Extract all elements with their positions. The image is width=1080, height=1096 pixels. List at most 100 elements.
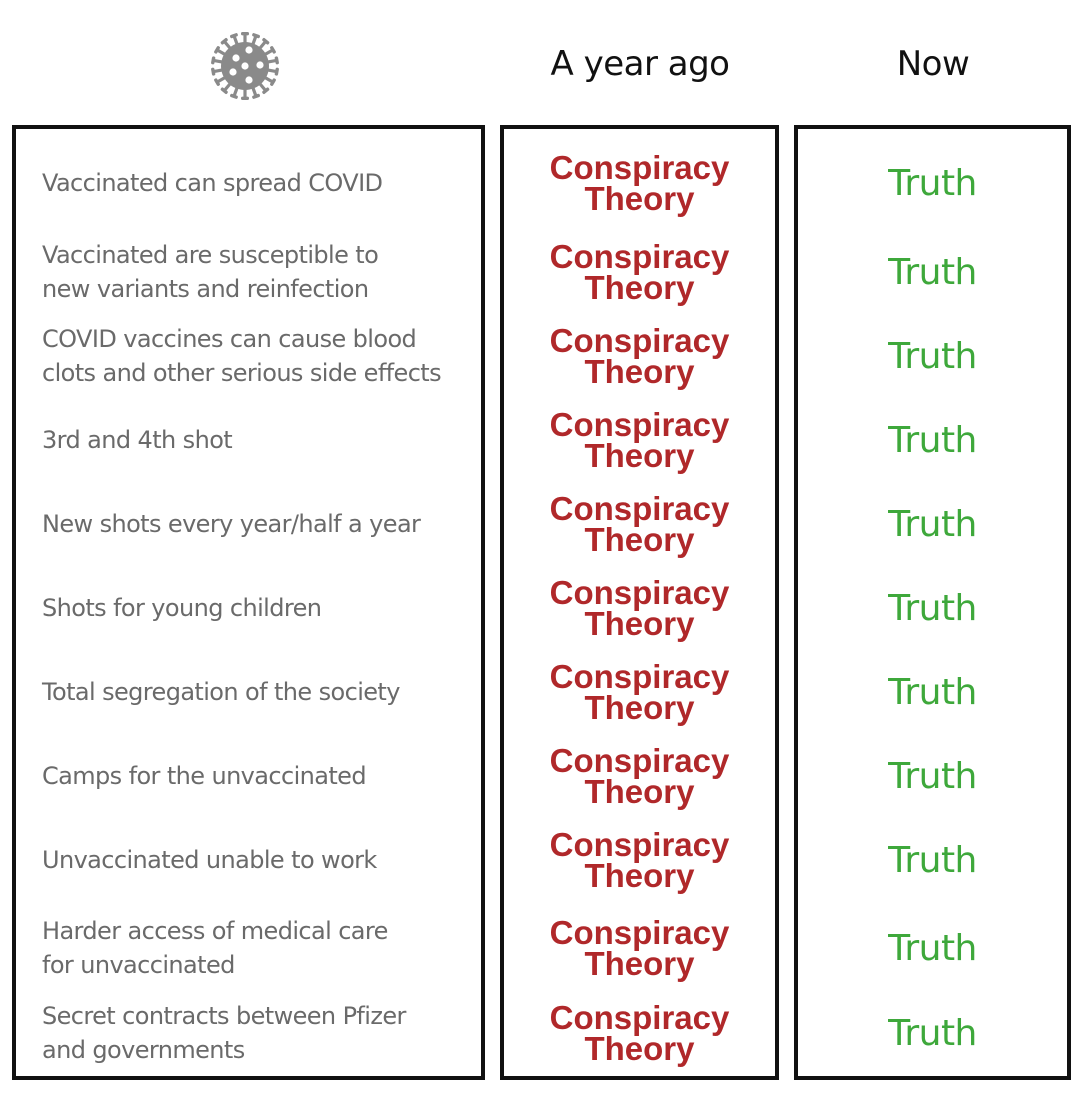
now-row: Truth xyxy=(798,568,1067,648)
claim-line: Secret contracts between Pfizer xyxy=(42,1002,406,1030)
claim-row: Vaccinated can spread COVID xyxy=(16,143,481,223)
claim-row: Harder access of medical care for unvacci… xyxy=(16,908,481,988)
now-label: Truth xyxy=(888,419,977,461)
a-year-ago-row: Conspiracy Theory xyxy=(504,316,775,396)
a-year-ago-label: Conspiracy Theory xyxy=(504,322,775,390)
a-year-ago-line: Theory xyxy=(584,353,695,390)
claim-line: COVID vaccines can cause blood xyxy=(42,325,417,353)
now-column: Truth Truth Truth Truth Truth Truth Truth Truth… xyxy=(794,125,1071,1080)
header: A year ago Now xyxy=(0,0,1080,124)
now-label: Truth xyxy=(888,671,977,713)
a-year-ago-row: Conspiracy Theory xyxy=(504,232,775,312)
a-year-ago-line: Conspiracy xyxy=(549,914,730,951)
now-label: Truth xyxy=(888,755,977,797)
a-year-ago-line: Conspiracy xyxy=(549,999,730,1036)
claim-line: Harder access of medical care xyxy=(42,917,388,945)
a-year-ago-column: Conspiracy Theory Conspiracy Theory Conspira… xyxy=(500,125,779,1080)
now-row: Truth xyxy=(798,232,1067,312)
a-year-ago-line: Theory xyxy=(584,269,695,306)
claim-line: 3rd and 4th shot xyxy=(42,426,233,454)
a-year-ago-label: Conspiracy Theory xyxy=(504,406,775,474)
a-year-ago-line: Conspiracy xyxy=(549,149,730,186)
claim-row: Camps for the unvaccinated xyxy=(16,736,481,816)
a-year-ago-row: Conspiracy Theory xyxy=(504,993,775,1073)
claim-line: for unvaccinated xyxy=(42,951,235,979)
a-year-ago-label: Conspiracy Theory xyxy=(504,658,775,726)
claim-text: Vaccinated are susceptible to new variant… xyxy=(16,238,379,306)
now-label: Truth xyxy=(888,1012,977,1054)
a-year-ago-row: Conspiracy Theory xyxy=(504,568,775,648)
a-year-ago-line: Conspiracy xyxy=(549,322,730,359)
now-row: Truth xyxy=(798,652,1067,732)
a-year-ago-label: Conspiracy Theory xyxy=(504,149,775,215)
virus-icon xyxy=(211,32,279,100)
claim-line: Total segregation of the society xyxy=(42,678,400,706)
a-year-ago-label: Conspiracy Theory xyxy=(504,490,775,558)
claim-row: Secret contracts between Pfizer and gover… xyxy=(16,993,481,1073)
claim-row: COVID vaccines can cause blood clots and … xyxy=(16,316,481,396)
claim-row: Unvaccinated unable to work xyxy=(16,820,481,900)
claim-text: 3rd and 4th shot xyxy=(16,423,233,457)
now-row: Truth xyxy=(798,820,1067,900)
column-title-a-year-ago: A year ago xyxy=(550,44,730,84)
claim-line: Vaccinated are susceptible to xyxy=(42,241,379,269)
now-row: Truth xyxy=(798,316,1067,396)
a-year-ago-row: Conspiracy Theory xyxy=(504,820,775,900)
a-year-ago-line: Theory xyxy=(584,605,695,642)
now-label: Truth xyxy=(888,251,977,293)
claim-line: and governments xyxy=(42,1036,245,1064)
claim-text: COVID vaccines can cause blood clots and … xyxy=(16,322,442,390)
a-year-ago-row: Conspiracy Theory xyxy=(504,400,775,480)
claim-row: New shots every year/half a year xyxy=(16,484,481,564)
claim-text: Camps for the unvaccinated xyxy=(16,759,367,793)
a-year-ago-line: Theory xyxy=(584,437,695,474)
claim-line: Camps for the unvaccinated xyxy=(42,762,367,790)
a-year-ago-label: Conspiracy Theory xyxy=(504,999,775,1067)
a-year-ago-label: Conspiracy Theory xyxy=(504,238,775,306)
claim-row: Vaccinated are susceptible to new variant… xyxy=(16,232,481,312)
now-label: Truth xyxy=(888,587,977,629)
a-year-ago-line: Conspiracy xyxy=(549,574,730,611)
now-label: Truth xyxy=(888,503,977,545)
now-row: Truth xyxy=(798,908,1067,988)
now-row: Truth xyxy=(798,484,1067,564)
a-year-ago-line: Conspiracy xyxy=(549,826,730,863)
claim-line: new variants and reinfection xyxy=(42,275,369,303)
claim-text: Shots for young children xyxy=(16,591,322,625)
claims-column: Vaccinated can spread COVID Vaccinated ar… xyxy=(12,125,485,1080)
claim-text: Secret contracts between Pfizer and gover… xyxy=(16,999,406,1067)
a-year-ago-line: Theory xyxy=(584,689,695,726)
now-row: Truth xyxy=(798,993,1067,1073)
a-year-ago-label: Conspiracy Theory xyxy=(504,742,775,810)
a-year-ago-row: Conspiracy Theory xyxy=(504,736,775,816)
claim-line: New shots every year/half a year xyxy=(42,510,421,538)
now-row: Truth xyxy=(798,400,1067,480)
a-year-ago-row: Conspiracy Theory xyxy=(504,652,775,732)
claim-row: Total segregation of the society xyxy=(16,652,481,732)
claim-text: Unvaccinated unable to work xyxy=(16,843,377,877)
a-year-ago-line: Conspiracy xyxy=(549,238,730,275)
claim-line: Vaccinated can spread COVID xyxy=(42,169,383,197)
claim-text: Total segregation of the society xyxy=(16,675,400,709)
a-year-ago-line: Theory xyxy=(584,857,695,894)
a-year-ago-label: Conspiracy Theory xyxy=(504,574,775,642)
a-year-ago-row: Conspiracy Theory xyxy=(504,908,775,988)
claim-line: clots and other serious side effects xyxy=(42,359,442,387)
a-year-ago-line: Theory xyxy=(584,1030,695,1067)
claim-text: Vaccinated can spread COVID xyxy=(16,166,383,200)
a-year-ago-line: Conspiracy xyxy=(549,406,730,443)
a-year-ago-line: Conspiracy xyxy=(549,490,730,527)
a-year-ago-label: Conspiracy Theory xyxy=(504,914,775,982)
now-label: Truth xyxy=(888,335,977,377)
now-row: Truth xyxy=(798,736,1067,816)
a-year-ago-line: Theory xyxy=(584,773,695,810)
a-year-ago-row: Conspiracy Theory xyxy=(504,143,775,223)
a-year-ago-label: Conspiracy Theory xyxy=(504,826,775,894)
a-year-ago-line: Theory xyxy=(584,521,695,558)
a-year-ago-line: Conspiracy xyxy=(549,658,730,695)
now-label: Truth xyxy=(888,839,977,881)
claim-row: Shots for young children xyxy=(16,568,481,648)
a-year-ago-line: Theory xyxy=(584,945,695,982)
a-year-ago-line: Conspiracy xyxy=(549,742,730,779)
now-row: Truth xyxy=(798,143,1067,223)
